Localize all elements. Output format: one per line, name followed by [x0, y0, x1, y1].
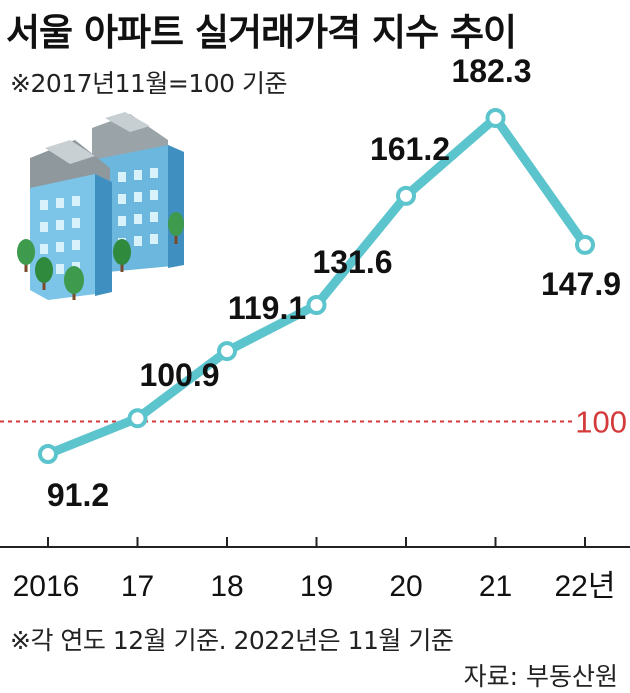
footnote: ※각 연도 12월 기준. 2022년은 11월 기준 [10, 626, 454, 655]
x-tick-label: 18 [210, 570, 243, 603]
x-tick-label: 2016 [13, 570, 80, 603]
data-label: 182.3 [451, 53, 531, 89]
data-point [38, 444, 58, 464]
apartment-buildings-icon [17, 112, 184, 300]
x-tick-label: 20 [389, 570, 422, 603]
data-point [306, 294, 327, 315]
reference-label: 100 [575, 405, 627, 440]
source-credit: 자료: 부동산원 [463, 662, 618, 691]
data-point [575, 234, 595, 255]
x-tick-label: 19 [300, 570, 333, 603]
chart-title: 서울 아파트 실거래가격 지수 추이 [6, 11, 517, 54]
data-point [485, 108, 506, 128]
x-tick-label: 22년 [555, 570, 616, 603]
data-label: 131.6 [312, 244, 392, 280]
data-label: 119.1 [228, 290, 306, 326]
data-label: 147.9 [541, 266, 621, 302]
data-label: 100.9 [139, 357, 219, 393]
x-tick-label: 21 [479, 570, 512, 603]
data-point [396, 185, 416, 206]
data-point [127, 408, 148, 429]
data-point [217, 341, 237, 362]
chart-subtitle: ※2017년11월=100 기준 [10, 69, 288, 98]
data-label: 91.2 [47, 477, 109, 513]
data-label: 161.2 [370, 131, 450, 167]
x-tick-label: 17 [121, 570, 154, 603]
